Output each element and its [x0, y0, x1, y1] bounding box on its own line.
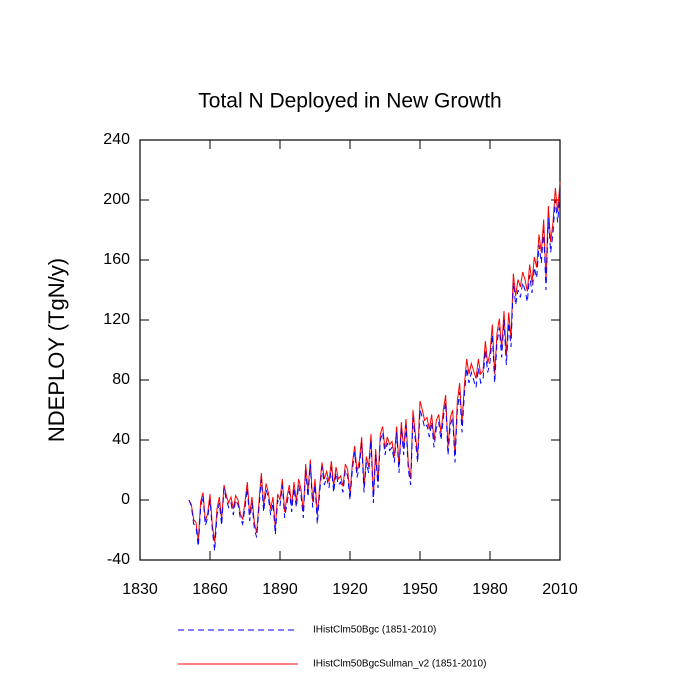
x-tick-label: 1950 — [402, 581, 438, 598]
series-line — [188, 181, 561, 543]
y-tick-label: 240 — [103, 131, 130, 148]
y-tick-label: 80 — [112, 371, 130, 388]
y-tick-label: 200 — [103, 191, 130, 208]
x-tick-label: 2010 — [542, 581, 578, 598]
x-tick-label: 1980 — [472, 581, 508, 598]
x-tick-label: 1920 — [332, 581, 368, 598]
y-tick-label: 40 — [112, 431, 130, 448]
legend-label: IHistClm50BgcSulman_v2 (1851-2010) — [313, 659, 486, 670]
x-tick-label: 1860 — [192, 581, 228, 598]
legend-label: IHistClm50Bgc (1851-2010) — [313, 625, 436, 636]
chart-title: Total N Deployed in New Growth — [198, 90, 501, 113]
y-axis-label: NDEPLOY (TgN/y) — [44, 258, 69, 442]
series-line — [188, 192, 561, 552]
y-tick-label: -40 — [107, 551, 130, 568]
y-tick-label: 120 — [103, 311, 130, 328]
y-tick-label: 0 — [121, 491, 130, 508]
x-tick-label: 1830 — [122, 581, 158, 598]
x-tick-label: 1890 — [262, 581, 298, 598]
y-tick-label: 160 — [103, 251, 130, 268]
